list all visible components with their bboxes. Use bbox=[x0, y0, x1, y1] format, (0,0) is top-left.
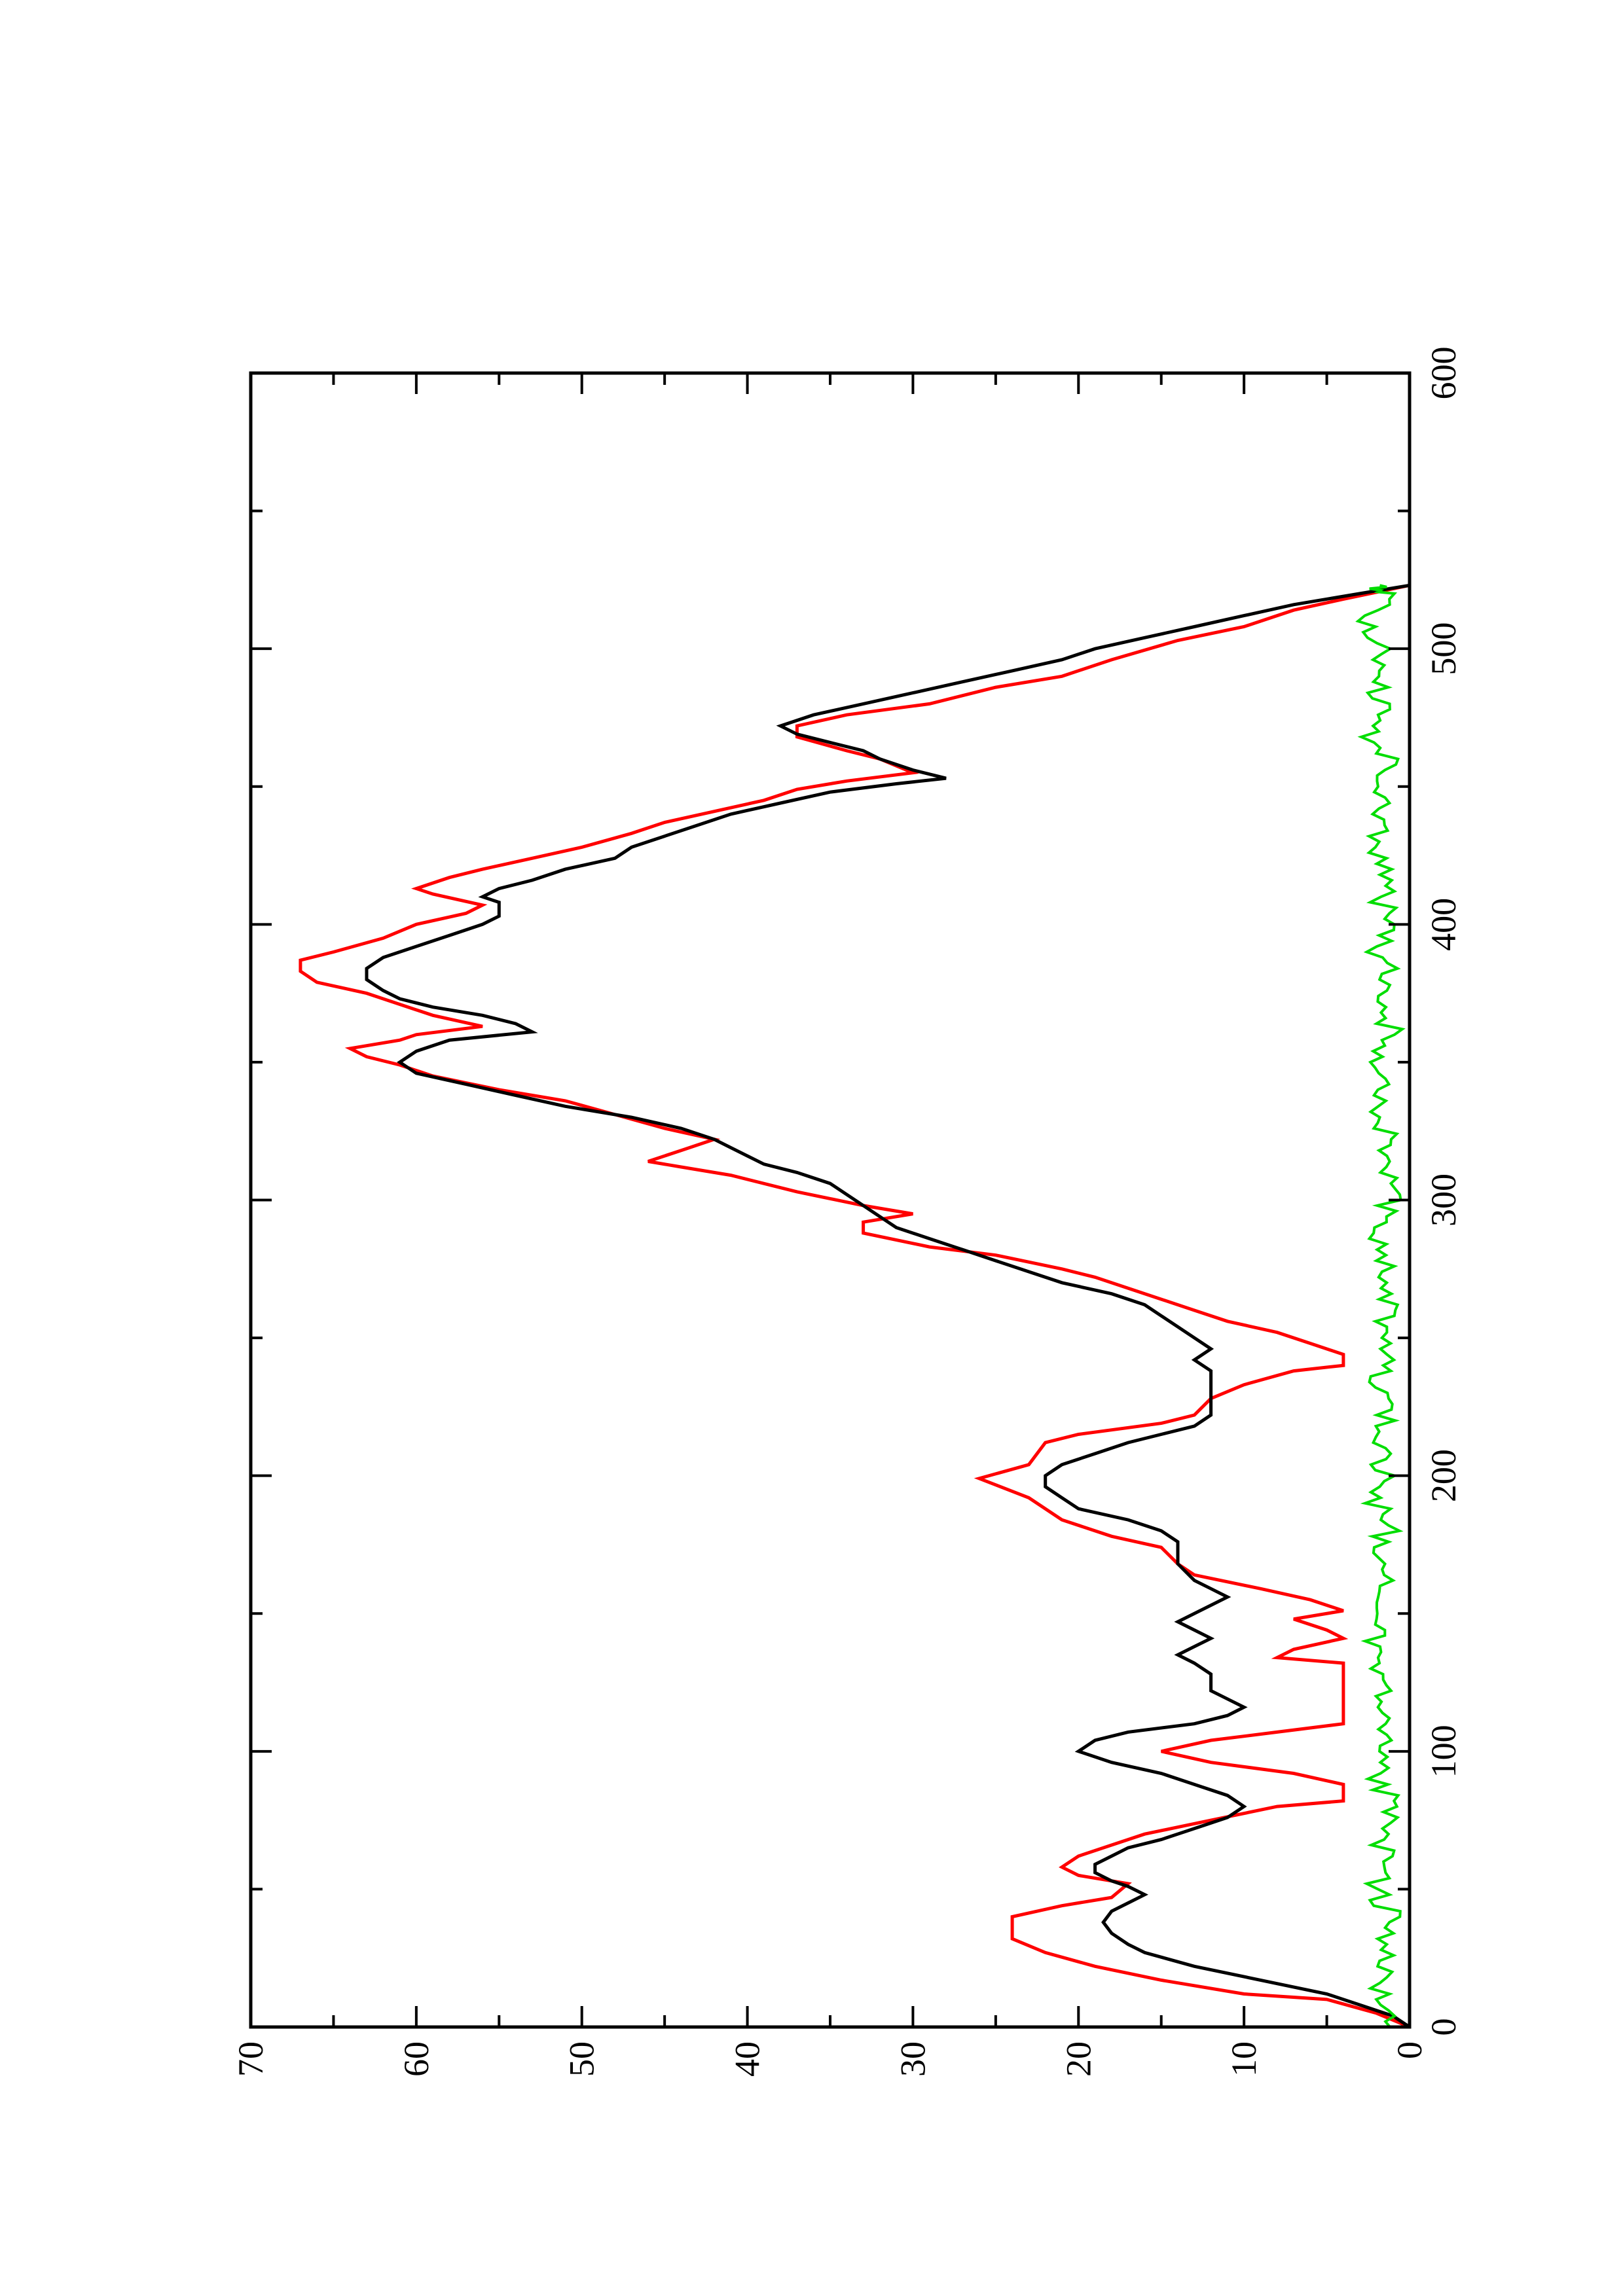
x-tick-label: 500 bbox=[1424, 622, 1463, 675]
x-tick-label: 200 bbox=[1424, 1449, 1463, 1502]
y-tick-label: 30 bbox=[893, 2041, 932, 2077]
y-tick-label: 20 bbox=[1059, 2041, 1098, 2077]
x-tick-label: 0 bbox=[1424, 2018, 1463, 2036]
x-tick-label: 400 bbox=[1424, 898, 1463, 951]
x-tick-label: 600 bbox=[1424, 347, 1463, 400]
y-tick-label: 0 bbox=[1390, 2041, 1429, 2059]
axis-layer bbox=[249, 372, 1411, 2028]
y-tick-label: 50 bbox=[562, 2041, 602, 2077]
series-line-2 bbox=[365, 583, 1411, 2029]
x-tick-label: 300 bbox=[1424, 1174, 1463, 1227]
x-tick-label: 100 bbox=[1424, 1725, 1463, 1778]
series-line-1 bbox=[299, 583, 1410, 2029]
y-tick-label: 10 bbox=[1224, 2041, 1264, 2077]
label-layer: 0 100 200 300 400 500 600 0 10 20 30 40 50 60 70 bbox=[231, 347, 1463, 2077]
series-layer bbox=[299, 583, 1411, 2029]
series-line-3 bbox=[1355, 584, 1406, 2028]
y-tick-label: 60 bbox=[397, 2041, 436, 2077]
y-tick-label: 40 bbox=[728, 2041, 767, 2077]
y-tick-label: 70 bbox=[231, 2041, 270, 2077]
plot-frame bbox=[249, 371, 1412, 2029]
